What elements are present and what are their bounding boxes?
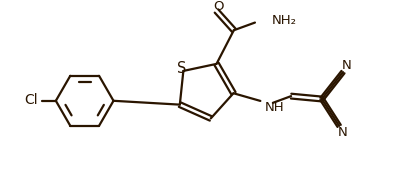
Text: S: S (177, 61, 186, 75)
Text: Cl: Cl (24, 93, 38, 107)
Text: N: N (338, 126, 348, 139)
Text: N: N (342, 59, 352, 72)
Text: NH: NH (265, 101, 285, 114)
Text: NH₂: NH₂ (272, 14, 297, 27)
Text: O: O (213, 0, 224, 13)
